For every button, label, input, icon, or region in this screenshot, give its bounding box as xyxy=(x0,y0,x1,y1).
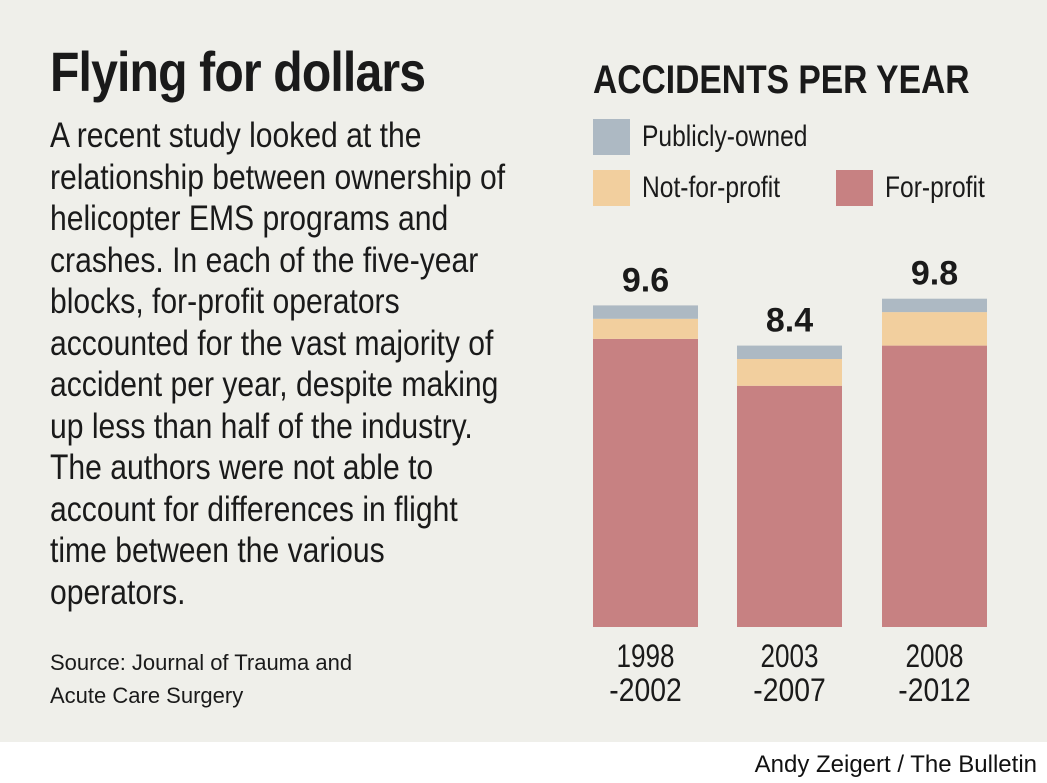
source-note: Source: Journal of Trauma and Acute Care… xyxy=(50,646,352,712)
bar-segment-not-for-profit xyxy=(882,312,987,346)
bar-total-label: 9.6 xyxy=(622,261,669,299)
body-line: accounted for the vast majority of xyxy=(50,323,494,363)
body-line: crashes. In each of the five-year xyxy=(50,240,479,280)
x-tick-label: 2003 xyxy=(761,638,819,674)
body-line: up less than half of the industry. xyxy=(50,406,473,446)
graphic-panel: Flying for dollars A recent study looked… xyxy=(0,0,1047,742)
legend-label: For-profit xyxy=(885,171,985,204)
legend-label: Publicly-owned xyxy=(642,120,808,153)
body-line: operators. xyxy=(50,572,186,612)
body-line: relationship between ownership of xyxy=(50,157,506,197)
source-line: Acute Care Surgery xyxy=(50,683,244,708)
legend-swatch-publicly-owned xyxy=(593,119,630,155)
bar-segment-publicly-owned xyxy=(737,345,842,359)
bar-segment-for-profit xyxy=(737,385,842,627)
x-tick-label: 1998 xyxy=(617,638,675,674)
bar-segment-for-profit xyxy=(593,338,698,627)
credit-line: Andy Zeigert / The Bulletin xyxy=(754,751,1037,778)
bar-segment-publicly-owned xyxy=(593,305,698,319)
source-line: Source: Journal of Trauma and xyxy=(50,650,353,675)
x-tick-label: 2008 xyxy=(906,638,964,674)
bar-segment-for-profit xyxy=(882,345,987,627)
legend-label: Not-for-profit xyxy=(642,171,781,204)
body-line: blocks, for-profit operators xyxy=(50,282,400,321)
bar-segment-not-for-profit xyxy=(737,359,842,386)
body-line: time between the various xyxy=(50,531,385,570)
body-line: account for differences in flight xyxy=(50,489,458,529)
legend-swatch-for-profit xyxy=(836,170,873,206)
legend-swatch-not-for-profit xyxy=(593,170,630,206)
bar-segment-not-for-profit xyxy=(593,318,698,339)
headline: Flying for dollars xyxy=(50,40,426,103)
bar-total-label: 8.4 xyxy=(766,302,813,340)
x-tick-label: -2002 xyxy=(609,672,682,708)
legend-not-for-profit: Not-for-profit xyxy=(593,170,810,206)
bar-segment-publicly-owned xyxy=(882,298,987,313)
chart-title: ACCIDENTS PER YEAR xyxy=(593,58,970,102)
x-tick-label: -2007 xyxy=(753,672,826,708)
body-line: The authors were not able to xyxy=(50,448,434,487)
body-text: A recent study looked at the relationshi… xyxy=(50,115,532,613)
body-line: accident per year, despite making xyxy=(50,365,499,404)
legend-for-profit: For-profit xyxy=(836,170,1007,206)
body-line: A recent study looked at the xyxy=(50,116,422,155)
bar-total-label: 9.8 xyxy=(911,255,958,293)
stacked-bar-chart: 9.6 1998-2002 8.4 2003-2007 9.8 2008-2012 xyxy=(593,255,987,708)
x-tick-label: -2012 xyxy=(898,672,971,708)
body-line: helicopter EMS programs and xyxy=(50,199,449,238)
legend-publicly-owned: Publicly-owned xyxy=(593,119,844,155)
